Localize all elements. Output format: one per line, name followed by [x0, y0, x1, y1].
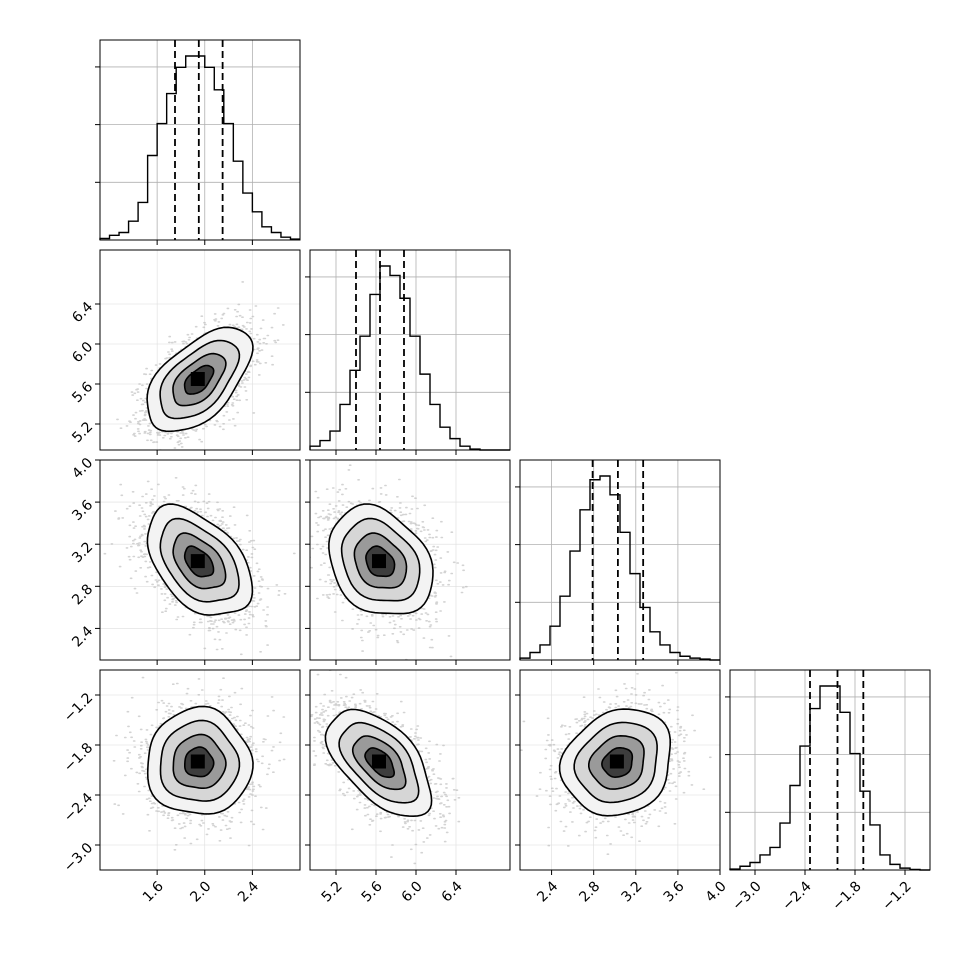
y-tick-label-1-0: 5.2 [69, 419, 96, 446]
scatter-0-3-frame [99, 669, 301, 871]
scatter-0-2-contour-2 [172, 532, 227, 590]
scatter-0-3-contour-2 [172, 733, 227, 789]
hist-panel-0 [95, 40, 300, 245]
hist-3-frame [729, 669, 931, 871]
y-tick-label-1-2: 6.0 [69, 339, 96, 366]
scatter-1-2-peak [372, 554, 386, 569]
x-tick-label-3-2: −1.8 [829, 878, 864, 913]
scatter-1-2-contour-3 [365, 545, 396, 578]
scatter-1-3-peak [372, 754, 386, 769]
scatter-0-1-peak [190, 372, 205, 386]
hist-3-steps [729, 685, 930, 871]
y-tick-label-3-1: −2.4 [61, 790, 96, 825]
scatter-2-3-contour-3 [601, 747, 634, 779]
y-tick-label-1-3: 6.4 [69, 299, 96, 326]
scatter-2-3-frame [519, 669, 721, 871]
x-tick-label-1-0: 5.2 [319, 878, 346, 905]
scatter-0-2-frame [99, 459, 301, 661]
hist-0-steps [99, 55, 300, 240]
scatter-2-3-contour-0 [558, 708, 671, 817]
y-tick-label-2-0: 2.4 [69, 623, 96, 650]
hist-0-frame [99, 39, 301, 241]
x-tick-label-0-0: 1.6 [140, 878, 167, 905]
hist-1-frame [309, 249, 511, 451]
scatter-1-2-contour-1 [340, 517, 421, 602]
scatter-0-2-contour-1 [159, 517, 240, 603]
scatter-1-3-contour-0 [324, 708, 433, 818]
scatter-2-3-peak [609, 754, 624, 769]
y-tick-label-2-3: 3.6 [69, 497, 96, 524]
scatter-2-3-contour-1 [573, 721, 658, 804]
scatter-panel-0-3: 1.6 2.0 2.4 −3.0 −2.4 −1.8 −1.2 [61, 670, 300, 906]
x-tick-label-2-0: 2.4 [534, 878, 561, 905]
x-tick-label-3-0: −3.0 [729, 878, 764, 913]
scatter-1-3-contour-3 [364, 747, 396, 779]
scatter-0-2-peak [190, 554, 205, 569]
x-tick-label-2-3: 3.6 [661, 878, 688, 905]
scatter-1-2-contour-0 [328, 503, 434, 615]
scatter-1-2-frame [309, 459, 511, 661]
scatter-panel-0-1: 5.2 5.6 6.0 6.4 [69, 250, 300, 455]
x-tick-label-1-2: 6.0 [399, 878, 426, 905]
scatter-panel-2-3: 2.4 2.8 3.2 3.6 4.0 [515, 670, 730, 906]
x-tick-label-1-1: 5.6 [359, 878, 386, 905]
hist-2-frame [519, 459, 721, 661]
scatter-1-3-contour-2 [351, 735, 407, 791]
x-tick-label-2-4: 4.0 [703, 878, 730, 905]
y-tick-label-2-4: 4.0 [69, 455, 96, 482]
scatter-panel-0-2: 2.4 2.8 3.2 3.6 4.0 [69, 455, 300, 665]
x-tick-label-2-2: 3.2 [618, 878, 645, 905]
scatter-panel-1-2 [305, 459, 510, 665]
y-tick-label-2-2: 3.2 [69, 539, 96, 566]
y-tick-label-1-1: 5.6 [69, 379, 96, 406]
scatter-0-3-peak [190, 754, 205, 769]
x-tick-label-0-2: 2.4 [235, 878, 262, 905]
scatter-0-2-contour-3 [183, 545, 215, 578]
x-tick-label-1-3: 6.4 [439, 878, 466, 905]
scatter-0-1-contour-2 [172, 352, 227, 407]
scatter-0-1-contour-1 [159, 339, 241, 420]
scatter-1-3-frame [309, 669, 511, 871]
x-tick-label-3-3: −1.2 [879, 878, 914, 913]
scatter-0-1-frame [99, 249, 301, 451]
hist-panel-1 [305, 250, 510, 455]
hist-1-steps [309, 265, 510, 451]
x-tick-label-2-1: 2.8 [576, 878, 603, 905]
x-tick-label-0-1: 2.0 [187, 878, 214, 905]
scatter-0-1-contour-3 [183, 364, 215, 395]
y-tick-label-3-2: −1.8 [61, 740, 96, 775]
x-tick-label-3-1: −2.4 [779, 878, 814, 913]
scatter-1-2-contour-2 [353, 532, 408, 589]
y-tick-label-3-0: −3.0 [61, 840, 96, 875]
hist-2-steps [519, 475, 720, 661]
scatter-0-3-contour-0 [146, 705, 254, 815]
hist-panel-2 [515, 460, 721, 665]
scatter-0-2-contour-0 [146, 503, 254, 616]
y-tick-label-2-1: 2.8 [69, 581, 96, 608]
scatter-0-1-contour-0 [146, 326, 254, 433]
scatter-1-3-contour-1 [338, 721, 420, 804]
y-tick-label-3-3: −1.2 [61, 690, 96, 725]
scatter-2-3-contour-2 [588, 734, 645, 790]
scatter-0-3-contour-1 [159, 719, 241, 802]
scatter-0-3-contour-3 [184, 746, 215, 778]
hist-panel-3: −3.0 −2.4 −1.8 −1.2 [725, 670, 930, 914]
